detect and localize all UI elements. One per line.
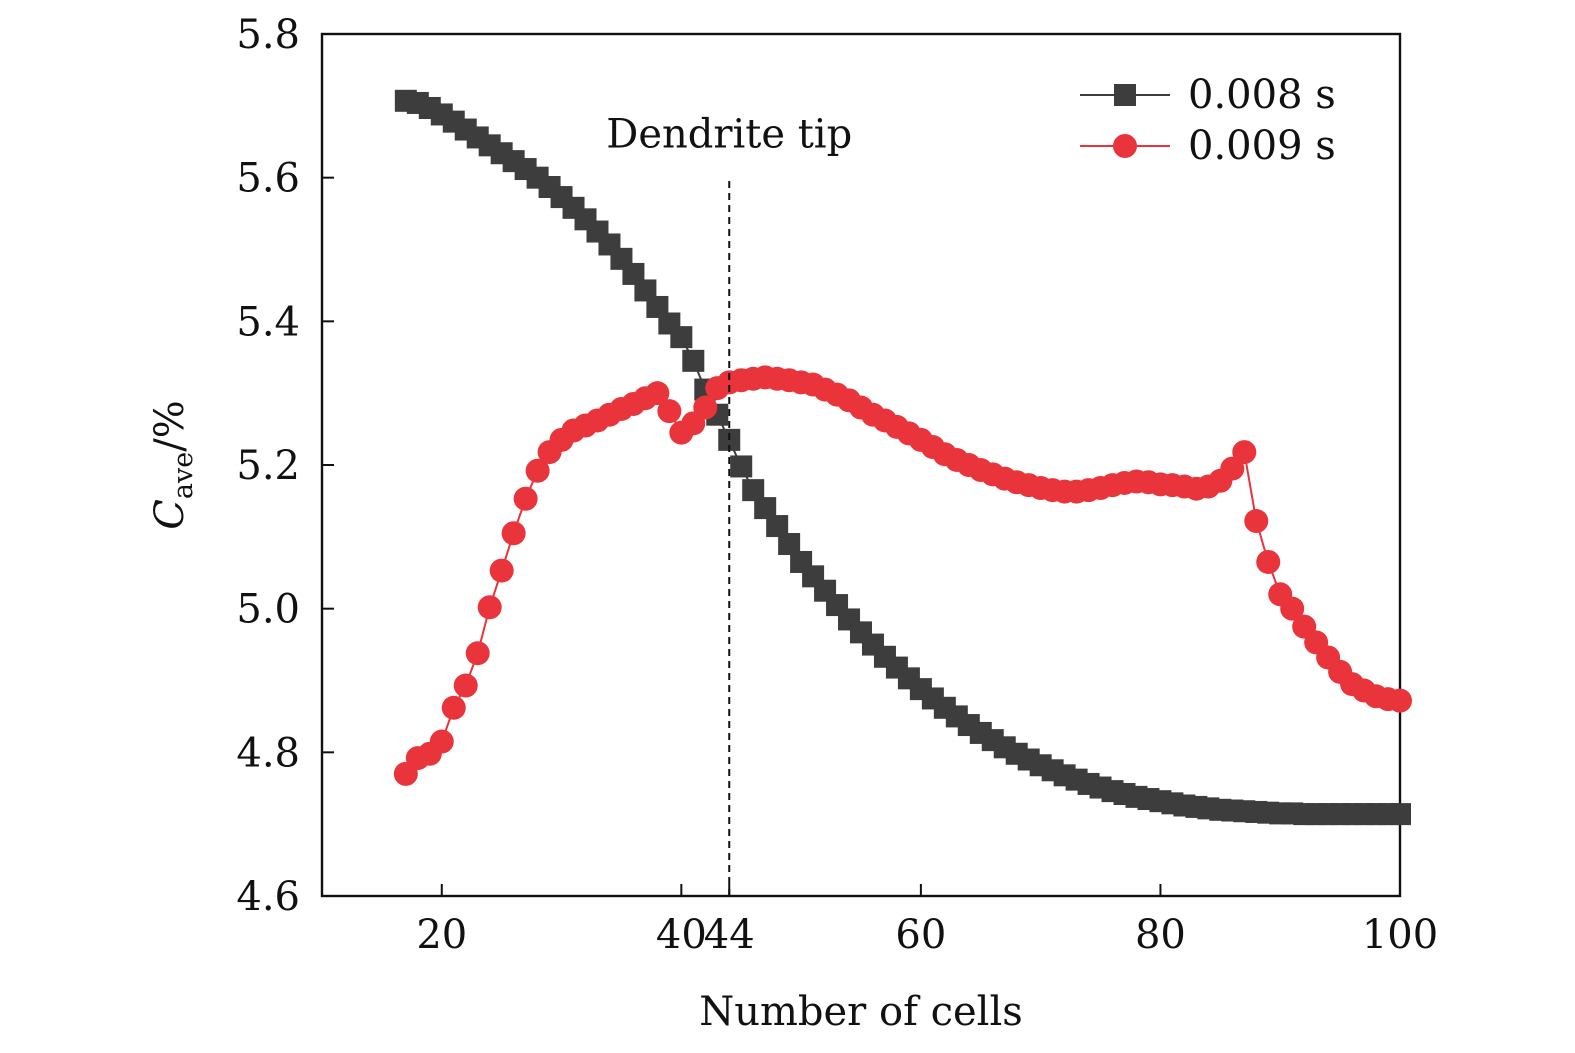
data-point-circle: [453, 673, 478, 698]
y-tick-label: 4.8: [236, 730, 300, 776]
data-point-circle: [1244, 509, 1269, 534]
svg-text:Cave/%: Cave/%: [147, 400, 199, 529]
x-tick-label: 100: [1362, 912, 1438, 958]
legend: 0.008 s 0.009 s: [1080, 72, 1336, 169]
y-tick-label: 5.8: [236, 12, 300, 58]
x-axis-label: Number of cells: [699, 989, 1023, 1035]
x-tick-label: 60: [895, 912, 946, 958]
data-point-circle: [441, 695, 466, 720]
data-point-square: [778, 533, 801, 556]
y-axis-label: Cave/%: [147, 400, 199, 529]
data-point-circle: [477, 595, 502, 620]
data-point-circle: [489, 558, 514, 583]
y-axis-label-sub: ave: [168, 452, 199, 499]
y-tick-label: 5.4: [236, 299, 300, 345]
y-tick-label: 4.6: [236, 874, 300, 920]
data-point-square: [754, 497, 777, 520]
legend-square-marker: [1114, 84, 1136, 106]
data-point-circle: [1388, 688, 1412, 713]
data-point-circle: [657, 399, 682, 424]
legend-label-2: 0.009 s: [1188, 123, 1336, 169]
y-tick-label: 5.6: [236, 156, 300, 202]
data-point-circle: [465, 641, 490, 666]
data-point-circle: [693, 395, 718, 420]
data-point-square: [670, 326, 693, 349]
x-tick-label: 44: [704, 912, 755, 958]
data-point-square: [682, 349, 705, 372]
data-point-circle: [1256, 549, 1281, 574]
data-point-circle: [1220, 456, 1245, 481]
data-point-circle: [429, 729, 454, 754]
data-point-circle: [1232, 440, 1257, 465]
y-axis-label-main: C: [147, 499, 193, 530]
dendrite-tip-label: Dendrite tip: [606, 112, 852, 158]
data-point-square: [646, 295, 669, 318]
y-axis: 4.6 4.8 5.0 5.2 5.4 5.6 5.8: [236, 12, 334, 920]
x-tick-label: 20: [416, 912, 467, 958]
y-tick-label: 5.0: [236, 587, 300, 633]
data-point-square: [742, 479, 765, 502]
data-point-square: [634, 279, 657, 302]
data-point-square: [622, 262, 645, 285]
plot-area: Dendrite tip: [320, 32, 1412, 898]
data-point-circle: [1280, 596, 1305, 621]
data-point-square: [730, 455, 753, 478]
data-point-circle: [513, 486, 538, 511]
series-layer: [393, 89, 1412, 826]
legend-circle-marker: [1113, 134, 1137, 158]
y-axis-label-unit: /%: [147, 400, 193, 451]
data-point-square: [1389, 803, 1411, 826]
x-tick-label: 40: [656, 912, 707, 958]
data-point-circle: [501, 521, 526, 546]
data-point-square: [766, 515, 789, 538]
data-point-circle: [525, 458, 550, 483]
y-tick-label: 5.2: [236, 443, 300, 489]
x-tick-label: 80: [1135, 912, 1186, 958]
legend-label-1: 0.008 s: [1188, 72, 1336, 118]
data-point-circle: [645, 381, 670, 406]
